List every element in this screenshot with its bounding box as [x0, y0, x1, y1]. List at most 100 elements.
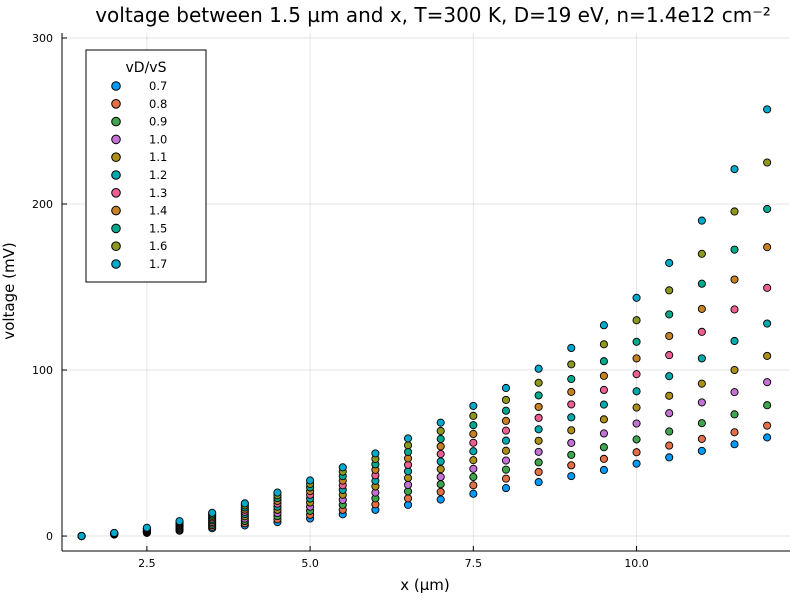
data-point — [436, 487, 445, 496]
data-point — [632, 316, 641, 325]
data-point — [665, 453, 674, 462]
x-tick-label: 5.0 — [301, 557, 319, 570]
data-point — [534, 413, 543, 422]
data-point — [599, 357, 608, 366]
data-point — [599, 321, 608, 330]
data-point — [567, 387, 576, 396]
data-point — [208, 508, 217, 517]
data-point — [110, 528, 119, 537]
data-point — [632, 403, 641, 412]
data-point — [501, 446, 511, 455]
data-point — [403, 441, 413, 450]
data-point — [730, 275, 739, 284]
data-point — [763, 401, 772, 410]
data-point — [665, 409, 674, 418]
data-point — [436, 457, 445, 466]
x-axis-label: x (µm) — [400, 576, 450, 594]
data-point — [469, 472, 478, 482]
series-1.7 — [77, 105, 772, 541]
legend-marker — [111, 81, 121, 91]
data-point — [632, 354, 641, 363]
legend-label: 1.4 — [149, 204, 167, 218]
data-point — [665, 372, 674, 381]
legend-label: 0.7 — [149, 79, 167, 93]
data-point — [338, 463, 347, 472]
data-point — [632, 419, 641, 428]
data-point — [534, 402, 543, 411]
legend-marker — [111, 259, 121, 269]
data-point — [436, 434, 445, 443]
data-point — [763, 421, 772, 430]
legend-label: 0.9 — [149, 115, 167, 129]
data-point — [371, 449, 380, 458]
data-point — [567, 472, 576, 481]
data-point — [599, 465, 608, 475]
data-point — [501, 395, 511, 404]
data-point — [501, 383, 511, 393]
data-point — [665, 258, 674, 267]
data-point — [697, 379, 706, 388]
data-point — [599, 371, 608, 380]
data-point — [175, 517, 184, 526]
data-point — [730, 410, 739, 419]
chart-title: voltage between 1.5 µm and x, T=300 K, D… — [95, 3, 771, 27]
data-point — [567, 400, 576, 409]
data-point — [501, 484, 511, 493]
data-point — [436, 449, 445, 459]
legend-marker — [111, 223, 121, 234]
data-point — [501, 436, 511, 445]
data-point — [763, 105, 772, 114]
data-point — [730, 165, 739, 174]
data-point — [501, 456, 511, 465]
data-point — [534, 364, 543, 373]
legend-box — [85, 49, 207, 283]
legend-marker — [111, 152, 121, 162]
data-point — [534, 425, 543, 434]
data-point — [730, 245, 739, 254]
data-point — [697, 419, 706, 428]
data-point — [142, 523, 151, 532]
data-point — [763, 351, 772, 360]
x-tick-label: 10.0 — [624, 557, 649, 570]
data-point — [534, 458, 543, 467]
data-point — [599, 400, 608, 409]
data-point — [469, 411, 478, 420]
data-point — [77, 532, 86, 541]
data-point — [632, 435, 641, 444]
data-point — [273, 488, 282, 497]
data-point — [436, 426, 445, 436]
legend-marker — [111, 116, 121, 127]
legend-marker — [111, 188, 121, 198]
x-tick-label: 2.5 — [138, 557, 156, 570]
data-point — [436, 480, 445, 489]
data-point — [469, 481, 478, 490]
data-point — [730, 388, 739, 397]
legend-marker — [111, 170, 121, 180]
legend: vD/vS 0.7 0.8 0.9 1.0 1.1 1.2 1.3 1.4 1.5 1.6 1.7 — [85, 49, 207, 283]
data-point — [599, 385, 608, 395]
legend-items: 0.7 0.8 0.9 1.0 1.1 1.2 1.3 1.4 1.5 1.6 1.7 — [111, 79, 167, 271]
data-point — [501, 426, 511, 435]
data-point — [730, 428, 739, 437]
data-point — [403, 434, 413, 443]
data-point — [436, 442, 445, 451]
data-point — [730, 365, 739, 375]
y-tick-label: 0 — [46, 530, 53, 543]
legend-marker — [111, 205, 121, 216]
data-point — [632, 387, 641, 396]
data-point — [763, 319, 772, 328]
data-point — [763, 283, 772, 292]
data-point — [763, 243, 772, 252]
y-tick-label: 300 — [32, 32, 53, 45]
data-point — [469, 464, 478, 473]
legend-label: 1.2 — [149, 168, 167, 182]
data-point — [665, 391, 674, 400]
data-point — [665, 427, 674, 436]
data-point — [567, 374, 576, 384]
y-tick-label: 100 — [32, 364, 53, 377]
legend-marker — [111, 241, 121, 251]
data-point — [436, 472, 445, 482]
data-point — [599, 340, 608, 349]
data-point — [763, 433, 772, 442]
